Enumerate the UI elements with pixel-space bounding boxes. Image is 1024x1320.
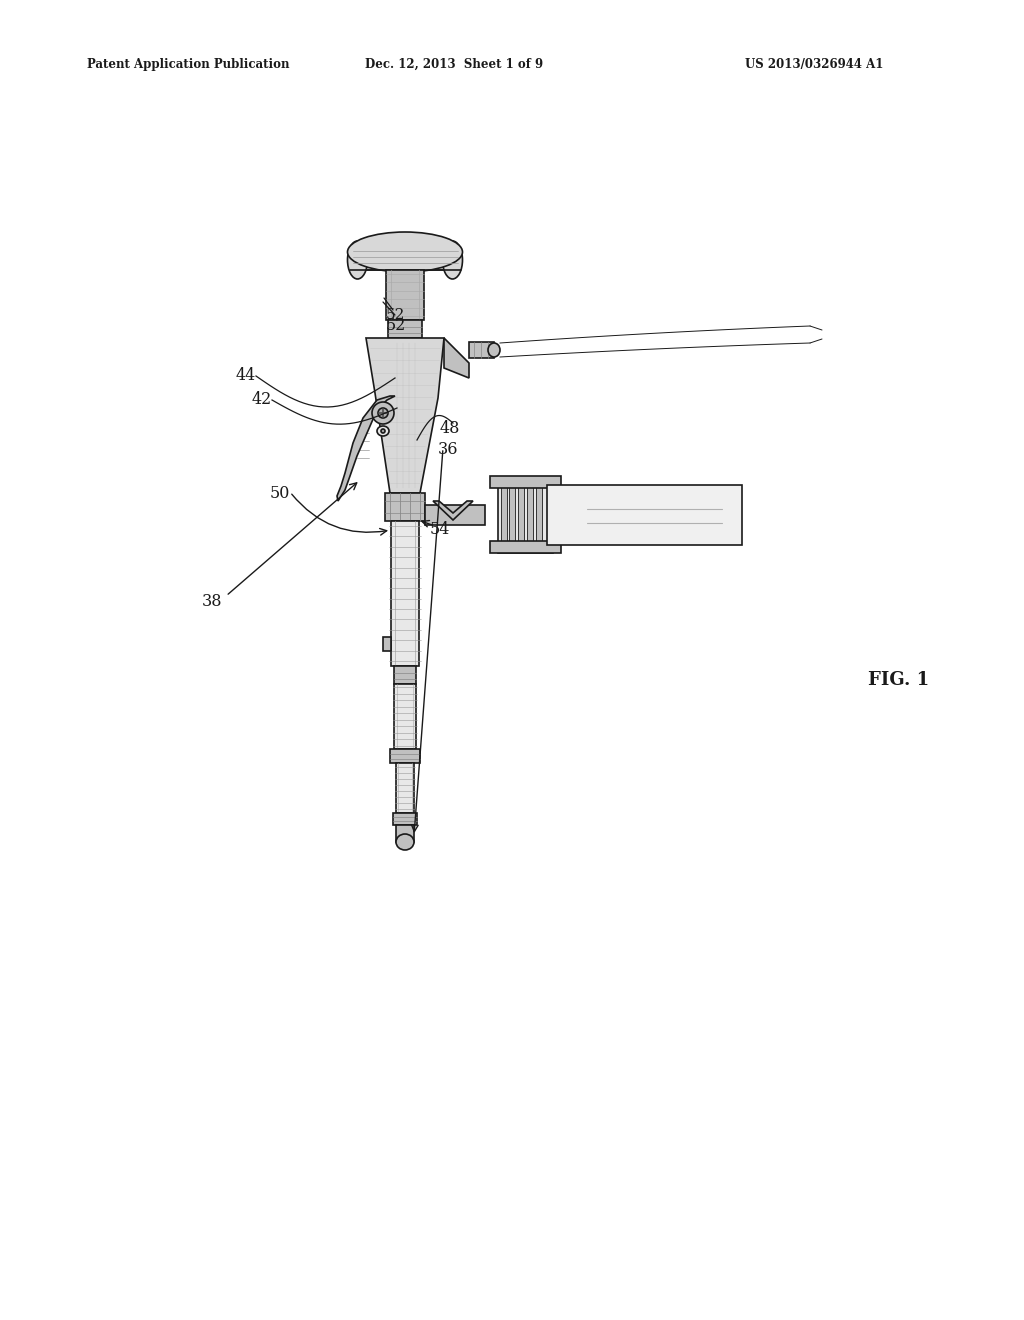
Bar	[391, 521, 419, 667]
Polygon shape	[357, 249, 453, 271]
Bar	[425, 506, 485, 525]
Bar	[518, 480, 524, 549]
Bar	[383, 638, 391, 651]
Bar	[526, 480, 532, 549]
Bar	[386, 271, 424, 319]
Bar	[547, 484, 741, 545]
Ellipse shape	[381, 429, 385, 433]
Ellipse shape	[347, 242, 368, 279]
Text: 52: 52	[386, 317, 407, 334]
Text: 42: 42	[252, 392, 272, 408]
Bar	[390, 748, 420, 763]
Bar	[394, 667, 416, 684]
Bar	[396, 763, 414, 813]
Text: 38: 38	[202, 594, 222, 610]
Bar	[388, 319, 422, 338]
Bar	[489, 540, 560, 553]
Polygon shape	[444, 338, 469, 378]
Text: Patent Application Publication: Patent Application Publication	[87, 58, 290, 71]
Ellipse shape	[372, 403, 394, 424]
Bar	[393, 813, 417, 825]
Ellipse shape	[378, 408, 388, 418]
Bar	[509, 480, 515, 549]
Text: Dec. 12, 2013  Sheet 1 of 9: Dec. 12, 2013 Sheet 1 of 9	[365, 58, 543, 71]
Bar	[498, 478, 553, 553]
Text: 36: 36	[438, 441, 459, 458]
Bar	[396, 825, 414, 842]
Text: 50: 50	[270, 484, 291, 502]
Ellipse shape	[396, 834, 414, 850]
Ellipse shape	[442, 242, 463, 279]
Bar	[385, 492, 425, 521]
Ellipse shape	[488, 343, 500, 356]
Bar	[536, 480, 542, 549]
Ellipse shape	[347, 232, 463, 272]
Text: 54: 54	[430, 521, 451, 539]
Polygon shape	[337, 396, 395, 502]
Bar	[469, 342, 494, 358]
Ellipse shape	[377, 426, 389, 436]
Text: US 2013/0326944 A1: US 2013/0326944 A1	[745, 58, 884, 71]
Text: FIG. 1: FIG. 1	[868, 671, 929, 689]
Bar	[501, 480, 507, 549]
Polygon shape	[433, 502, 473, 520]
Text: 44: 44	[236, 367, 256, 384]
Text: 48: 48	[440, 420, 461, 437]
Bar	[394, 684, 416, 748]
Text: 52: 52	[386, 308, 406, 322]
Polygon shape	[366, 338, 444, 492]
Bar	[489, 475, 560, 487]
